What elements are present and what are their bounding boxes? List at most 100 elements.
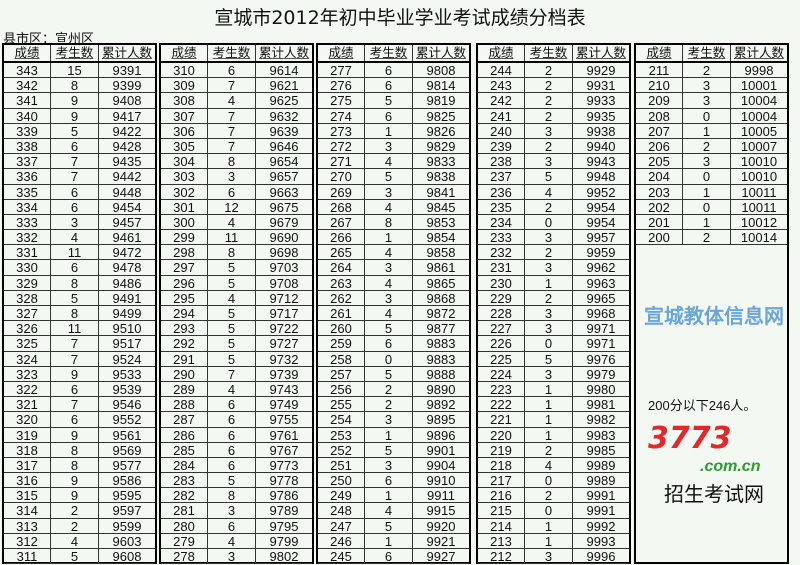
count-cell: 5 [365, 442, 413, 457]
count-cell: 7 [208, 78, 256, 93]
cumulative-cell: 9486 [112, 275, 142, 290]
table-row: 205 3 10010 [636, 154, 787, 170]
count-cell: 4 [365, 275, 413, 290]
count-cell: 6 [208, 184, 256, 199]
cumulative-cell: 9586 [112, 473, 142, 488]
table-row: 277 6 9808 [318, 63, 469, 79]
table-row: 280 6 9795 [161, 518, 312, 534]
count-cell: 5 [208, 321, 256, 336]
table-row: 262 3 9868 [318, 290, 469, 306]
table-row: 304 8 9654 [161, 154, 312, 170]
score-cell: 313 [4, 518, 51, 533]
table-row: 324 7 9524 [4, 351, 155, 367]
cumulative-cell: 9679 [269, 214, 299, 230]
score-cell: 247 [318, 518, 365, 533]
score-cell: 204 [636, 169, 683, 184]
cumulative-cell: 10004 [740, 108, 778, 123]
count-cell: 6 [365, 78, 413, 93]
cumulative-cell: 9933 [586, 93, 616, 108]
column-header: 考生数 [208, 45, 256, 61]
cumulative-cell: 9896 [426, 427, 456, 442]
column-header: 累计人数 [258, 45, 309, 60]
score-cell: 294 [161, 306, 208, 321]
count-cell: 6 [51, 138, 99, 154]
table-row: 325 7 9517 [4, 336, 155, 352]
count-cell: 15 [51, 63, 99, 78]
cumulative-cell: 9985 [586, 442, 616, 457]
cumulative-cell: 9614 [269, 63, 299, 78]
table-row: 327 8 9499 [4, 306, 155, 322]
cumulative-cell: 9639 [269, 123, 299, 138]
table-row: 318 8 9569 [4, 442, 155, 458]
cumulative-cell: 10004 [740, 93, 778, 108]
column-header: 累计人数 [415, 45, 466, 60]
table-row: 299 11 9690 [161, 230, 312, 246]
table-row: 328 5 9491 [4, 290, 155, 306]
count-cell: 12 [208, 199, 256, 214]
table-row: 317 8 9577 [4, 457, 155, 474]
score-cell: 260 [318, 321, 365, 336]
score-cell: 342 [4, 78, 51, 93]
score-cell: 236 [478, 184, 525, 199]
cumulative-cell: 9561 [112, 427, 142, 442]
count-cell: 7 [208, 123, 256, 138]
score-cell: 310 [161, 63, 208, 78]
score-cell: 208 [636, 108, 683, 123]
score-cell: 207 [636, 123, 683, 138]
table-row: 202 0 10011 [636, 199, 787, 215]
cumulative-cell: 9789 [269, 503, 299, 518]
count-cell: 4 [51, 533, 99, 548]
count-cell: 4 [525, 184, 573, 199]
cumulative-cell: 9877 [426, 321, 456, 336]
cumulative-cell: 9981 [586, 397, 616, 412]
cumulative-cell: 9901 [426, 442, 456, 457]
count-cell: 1 [683, 214, 731, 230]
count-cell: 5 [208, 336, 256, 351]
score-cell: 233 [478, 230, 525, 245]
cumulative-cell: 9895 [426, 412, 456, 427]
count-cell: 8 [51, 306, 99, 321]
table-row: 326 11 9510 [4, 321, 155, 337]
score-cell: 241 [478, 108, 525, 123]
count-cell: 3 [525, 260, 573, 275]
table-row: 249 1 9911 [318, 488, 469, 504]
cumulative-cell: 9454 [112, 199, 142, 214]
score-cell: 251 [318, 457, 365, 473]
score-cell: 292 [161, 336, 208, 351]
cumulative-cell: 10011 [741, 199, 777, 214]
cumulative-cell: 9921 [426, 533, 456, 548]
table-row: 258 0 9883 [318, 351, 469, 367]
cumulative-cell: 9838 [426, 169, 456, 184]
count-cell: 6 [208, 412, 256, 427]
count-cell: 6 [208, 397, 256, 412]
count-cell: 5 [525, 351, 573, 366]
count-cell: 11 [208, 230, 256, 245]
watermark: 宣城教体信息网 [644, 304, 784, 328]
score-cell: 329 [4, 275, 51, 290]
cumulative-cell: 9773 [269, 457, 299, 473]
score-cell: 226 [478, 336, 525, 351]
count-cell: 6 [365, 108, 413, 123]
table-row: 204 0 10010 [636, 169, 787, 185]
table-row: 230 1 9963 [478, 275, 629, 291]
column-header: 考生数 [525, 45, 573, 61]
count-cell: 3 [208, 169, 256, 184]
table-row: 264 3 9861 [318, 260, 469, 276]
table-row: 241 2 9935 [478, 108, 629, 124]
score-cell: 228 [478, 306, 525, 321]
score-cell: 332 [4, 230, 51, 245]
score-cell: 235 [478, 199, 525, 214]
table-row: 207 1 10005 [636, 123, 787, 139]
column-header: 累计人数 [101, 45, 152, 60]
count-cell: 6 [208, 518, 256, 533]
score-cell: 213 [478, 533, 525, 548]
table-row: 296 5 9708 [161, 275, 312, 291]
table-row: 232 2 9959 [478, 245, 629, 261]
count-cell: 4 [365, 154, 413, 169]
score-cell: 225 [478, 351, 525, 366]
cumulative-cell: 10010 [740, 154, 778, 169]
table-row: 291 5 9732 [161, 351, 312, 367]
cumulative-cell: 9621 [269, 78, 299, 93]
cumulative-cell: 9833 [426, 154, 456, 169]
score-cell: 252 [318, 442, 365, 457]
